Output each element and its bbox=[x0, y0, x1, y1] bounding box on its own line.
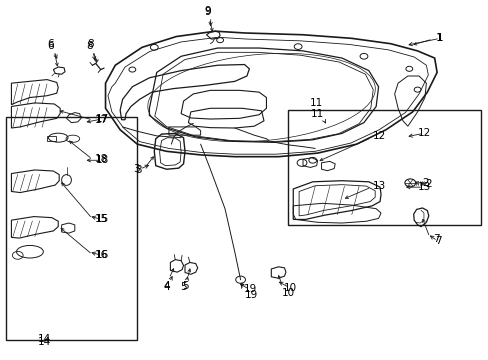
Text: 8: 8 bbox=[86, 41, 93, 51]
Text: 18: 18 bbox=[94, 154, 107, 164]
Text: 19: 19 bbox=[244, 291, 257, 301]
Text: 4: 4 bbox=[163, 281, 169, 291]
Text: 2: 2 bbox=[421, 178, 428, 188]
Text: 11: 11 bbox=[309, 98, 323, 108]
Text: 11: 11 bbox=[310, 109, 324, 119]
Text: 17: 17 bbox=[96, 114, 109, 124]
Text: 1: 1 bbox=[436, 33, 443, 43]
Text: 17: 17 bbox=[94, 115, 107, 125]
Text: 3: 3 bbox=[135, 165, 142, 175]
Text: 7: 7 bbox=[434, 236, 440, 246]
Bar bbox=[5, 117, 137, 339]
Text: 15: 15 bbox=[94, 215, 107, 224]
Text: 9: 9 bbox=[204, 7, 211, 17]
Text: 12: 12 bbox=[417, 129, 430, 138]
Text: 7: 7 bbox=[432, 234, 438, 244]
Text: 15: 15 bbox=[96, 215, 109, 224]
Text: 13: 13 bbox=[417, 182, 430, 192]
Text: 9: 9 bbox=[203, 6, 210, 16]
Text: 19: 19 bbox=[243, 284, 256, 294]
Text: 4: 4 bbox=[163, 282, 169, 292]
Text: 16: 16 bbox=[96, 250, 109, 260]
Text: 18: 18 bbox=[96, 155, 109, 165]
Text: 14: 14 bbox=[38, 334, 51, 344]
Bar bbox=[47, 136, 56, 141]
Text: 12: 12 bbox=[372, 131, 386, 141]
Text: 8: 8 bbox=[87, 39, 94, 49]
Text: 16: 16 bbox=[94, 250, 107, 260]
Text: 5: 5 bbox=[183, 281, 189, 291]
Bar bbox=[288, 110, 480, 225]
Text: 10: 10 bbox=[281, 288, 294, 298]
Text: 2: 2 bbox=[424, 179, 430, 189]
Text: 10: 10 bbox=[283, 283, 296, 293]
Text: 14: 14 bbox=[38, 337, 51, 347]
Text: 1: 1 bbox=[435, 33, 442, 43]
Text: 6: 6 bbox=[47, 39, 54, 49]
Text: 5: 5 bbox=[180, 282, 186, 292]
Text: 6: 6 bbox=[47, 41, 54, 51]
Text: 13: 13 bbox=[372, 181, 386, 192]
Text: 3: 3 bbox=[133, 164, 140, 174]
